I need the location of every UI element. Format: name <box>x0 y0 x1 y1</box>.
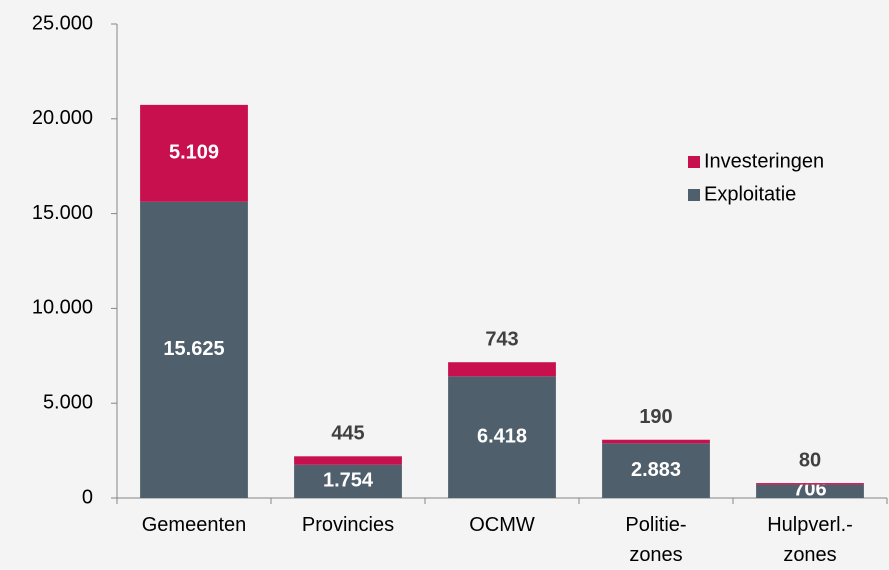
bar-segment <box>756 483 864 485</box>
bar-segment <box>448 362 556 377</box>
value-label: 2.883 <box>631 459 681 481</box>
y-tick-label: 0 <box>82 486 93 508</box>
value-label: 743 <box>485 329 518 351</box>
x-tick-label: OCMW <box>469 514 535 536</box>
value-label: 706 <box>793 478 826 500</box>
bar-segment <box>756 484 864 498</box>
bar-segment <box>140 104 248 202</box>
legend-swatch <box>688 156 700 168</box>
x-tick-label: Gemeenten <box>142 514 247 536</box>
y-tick-label: 15.000 <box>32 202 93 224</box>
legend-label: Exploitatie <box>704 183 796 205</box>
value-label: 5.109 <box>169 142 219 164</box>
value-label: 15.625 <box>163 338 224 360</box>
y-tick-label: 25.000 <box>32 12 93 34</box>
value-label: 445 <box>331 423 364 445</box>
bar-segment <box>294 456 402 465</box>
bar-segment <box>602 439 710 444</box>
bar-segment <box>294 464 402 498</box>
y-tick-label: 10.000 <box>32 297 93 319</box>
x-tick-label: Politie-zones <box>625 514 686 566</box>
legend-swatch <box>688 189 700 201</box>
x-tick-label: Hulpverl.-zones <box>767 514 853 566</box>
y-tick-label: 20.000 <box>32 107 93 129</box>
value-label: 6.418 <box>477 425 527 447</box>
value-label: 190 <box>639 406 672 428</box>
value-label: 1.754 <box>323 470 374 492</box>
x-tick-label: Provincies <box>302 514 394 536</box>
bar-segment <box>602 443 710 498</box>
bar-segment <box>140 201 248 498</box>
legend-label: Investeringen <box>704 150 824 172</box>
bar-segment <box>448 376 556 498</box>
value-label: 80 <box>799 449 821 471</box>
y-tick-label: 5.000 <box>43 391 93 413</box>
